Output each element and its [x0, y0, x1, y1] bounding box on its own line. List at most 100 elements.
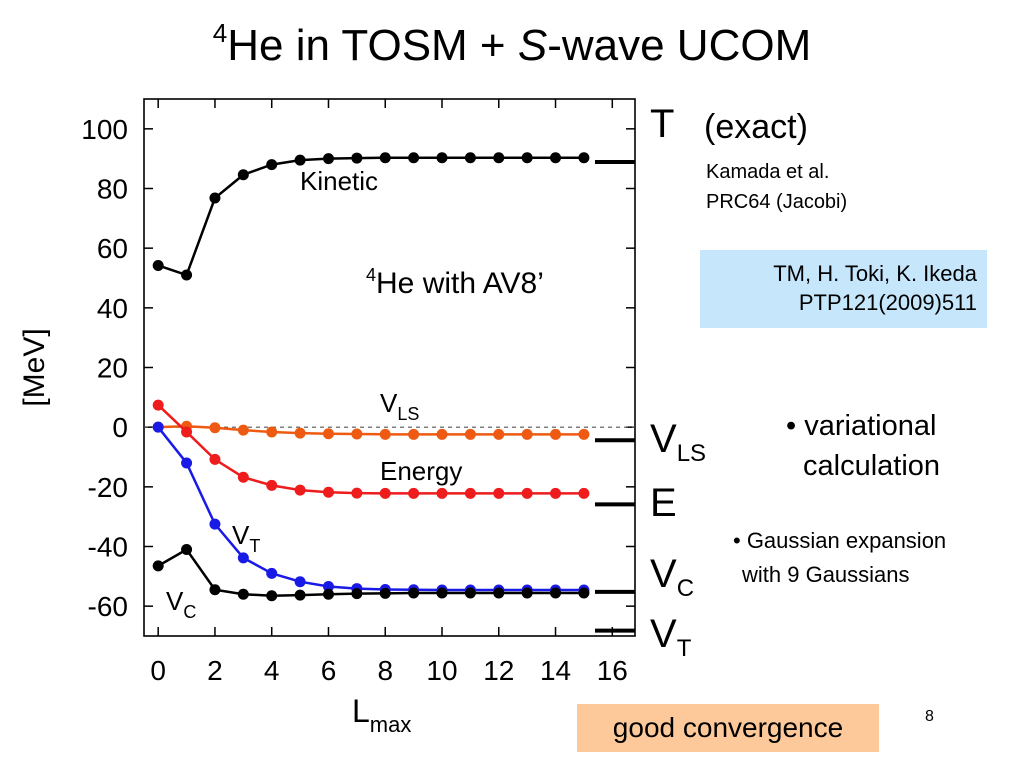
series-3-point — [209, 518, 221, 530]
series-0-point — [266, 159, 278, 171]
series-line-2 — [157, 404, 584, 495]
series-4-point — [351, 588, 363, 600]
chart-annotation: 4He with AV8’ — [366, 265, 544, 300]
series-0-point — [408, 152, 420, 164]
exact-t-label: T — [650, 102, 675, 146]
series-3-point — [294, 576, 306, 588]
series-0-point — [493, 152, 505, 164]
y-tick-label--60: -60 — [88, 591, 128, 622]
series-4-point — [294, 589, 306, 601]
series-1-point — [521, 428, 533, 440]
series-2-point — [322, 486, 334, 498]
series-1-point — [237, 424, 249, 436]
series-2-point — [464, 487, 476, 499]
good-convergence-box: good convergence — [577, 704, 879, 752]
series-1-point — [578, 428, 590, 440]
series-2-point — [351, 487, 363, 499]
x-tick-label-14: 14 — [540, 655, 571, 686]
series-line-4 — [157, 547, 584, 597]
series-4-point — [181, 543, 193, 555]
x-tick-label-12: 12 — [483, 655, 514, 686]
exact-label: (exact) — [704, 108, 808, 146]
series-2-point — [209, 453, 221, 465]
series-label-1: VLS — [380, 388, 419, 424]
series-4-point — [266, 590, 278, 602]
title-text-post: -wave UCOM — [547, 21, 812, 70]
exact-e-label: E — [650, 481, 677, 525]
y-tick-label-20: 20 — [97, 353, 128, 384]
plot-frame — [143, 98, 636, 637]
x-tick-label-0: 0 — [150, 655, 166, 686]
series-3-point — [322, 580, 334, 592]
series-0-point — [436, 152, 448, 164]
series-0-point — [464, 152, 476, 164]
slide-title: 4He in TOSM + S-wave UCOM — [0, 18, 1024, 71]
series-3-point — [152, 421, 164, 433]
series-label-4: VC — [166, 586, 196, 622]
series-0-point — [152, 259, 164, 271]
series-1-point — [209, 422, 221, 434]
y-axis-label: [MeV] — [18, 328, 51, 406]
series-2-point — [237, 471, 249, 483]
series-0-point — [521, 152, 533, 164]
x-tick-label-16: 16 — [597, 655, 628, 686]
series-2-point — [521, 487, 533, 499]
x-tick-label-2: 2 — [207, 655, 223, 686]
title-superscript: 4 — [212, 18, 228, 48]
series-label-0: Kinetic — [300, 166, 378, 196]
x-tick-label-4: 4 — [264, 655, 280, 686]
series-1-point — [322, 428, 334, 440]
y-tick-label-60: 60 — [97, 233, 128, 264]
prc-ref: PRC64 (Jacobi) — [706, 191, 848, 213]
series-0-point — [379, 152, 391, 164]
reference-line-2: PTP121(2009)511 — [798, 290, 977, 315]
bullet-calculation: calculation — [803, 450, 941, 482]
series-4-point — [237, 588, 249, 600]
series-0-point — [294, 154, 306, 166]
series-2-point — [550, 487, 562, 499]
series-1-point — [493, 428, 505, 440]
series-4-point — [209, 584, 221, 596]
series-1-point — [266, 426, 278, 438]
series-4-point — [379, 587, 391, 599]
y-tick-label-0: 0 — [112, 412, 128, 443]
y-tick-label-100: 100 — [81, 114, 128, 145]
series-2-point — [493, 487, 505, 499]
x-tick-label-6: 6 — [321, 655, 337, 686]
reference-line-1: TM, H. Toki, K. Ikeda — [773, 261, 977, 286]
series-4-point — [322, 588, 334, 600]
exact-vt-label: VT — [650, 612, 692, 662]
series-1-point — [436, 428, 448, 440]
series-1-point — [379, 428, 391, 440]
series-3-point — [266, 567, 278, 579]
title-text-pre: He in TOSM + — [227, 21, 518, 70]
series-2-point — [294, 484, 306, 496]
x-axis-label: Lmax — [352, 693, 411, 737]
series-1-point — [294, 427, 306, 439]
y-tick-label-80: 80 — [97, 174, 128, 205]
series-0-point — [550, 152, 562, 164]
series-0-point — [237, 169, 249, 181]
reference-box: TM, H. Toki, K. Ikeda PTP121(2009)511 — [700, 250, 987, 328]
series-3-point — [181, 457, 193, 469]
series-1-point — [351, 428, 363, 440]
series-4-point — [408, 587, 420, 599]
y-tick-label--40: -40 — [88, 532, 128, 563]
series-0-point — [578, 152, 590, 164]
kamada-ref: Kamada et al. — [706, 161, 830, 183]
series-4-point — [152, 560, 164, 572]
series-4-point — [550, 587, 562, 599]
series-label-2: Energy — [380, 456, 462, 486]
series-4-point — [464, 587, 476, 599]
series-line-1 — [158, 425, 584, 436]
page-number: 8 — [925, 708, 934, 725]
series-4-point — [578, 587, 590, 599]
series-0-point — [351, 152, 363, 164]
series-label-3: VT — [232, 520, 260, 556]
exact-vls-label: VLS — [650, 417, 707, 467]
series-3-point — [237, 552, 249, 564]
series-2-point — [266, 479, 278, 491]
title-italic-s: S — [517, 21, 548, 70]
series-0-point — [181, 269, 193, 281]
